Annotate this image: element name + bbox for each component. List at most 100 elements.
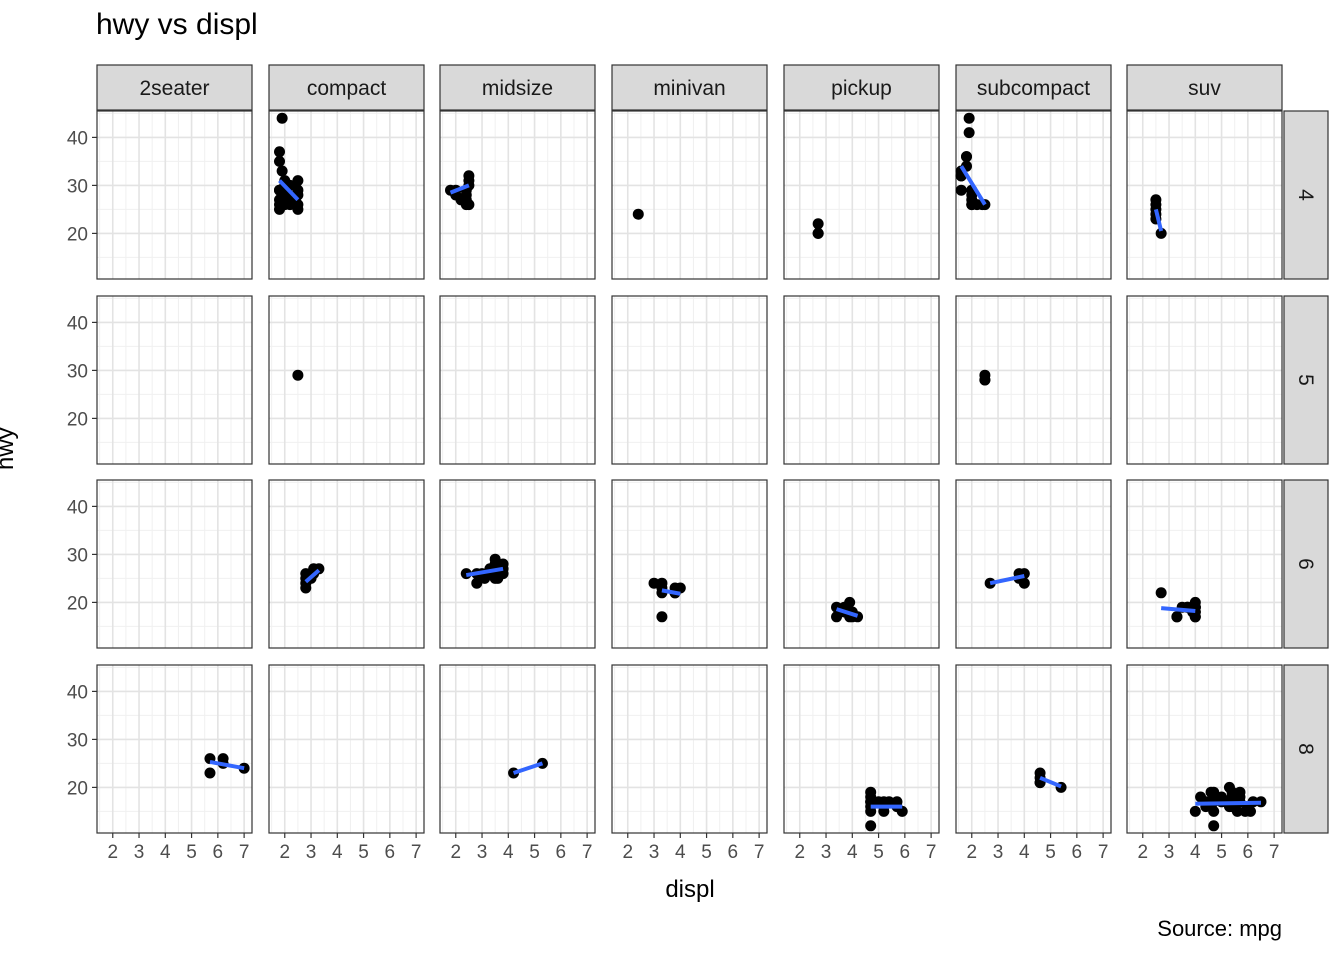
panel-border (96, 664, 253, 834)
x-tick-label: 2 (279, 842, 290, 863)
facet-strip-label: suv (1188, 77, 1221, 100)
data-point (812, 227, 824, 239)
panel-border (96, 110, 253, 280)
panel-background (97, 111, 252, 279)
data-point (1234, 786, 1246, 798)
x-tick-label: 7 (582, 842, 593, 863)
row-strip-5 (1283, 295, 1329, 465)
x-tick-label: 3 (993, 842, 1004, 863)
row-strip-label: 5 (1294, 374, 1317, 386)
smooth-fit-line (304, 568, 321, 584)
panel-background (784, 111, 939, 279)
panel-border (1126, 295, 1283, 465)
data-point (1226, 786, 1238, 798)
y-tick-label: 20 (67, 778, 88, 799)
facet-strip-suv (1126, 64, 1283, 111)
panel-border (611, 479, 768, 649)
smooth-fit-line (989, 574, 1025, 586)
chart-title: hwy vs displ (96, 8, 258, 41)
data-point (955, 184, 967, 196)
data-point (1208, 805, 1220, 817)
smooth-fit-line (512, 761, 544, 775)
panel-border (955, 295, 1112, 465)
x-tick-label: 5 (701, 842, 712, 863)
chart-caption: Source: mpg (1157, 916, 1282, 941)
data-point (873, 796, 885, 808)
panel-border (783, 110, 940, 280)
panel-background (956, 480, 1111, 648)
x-tick-label: 2 (966, 842, 977, 863)
data-point (1205, 786, 1217, 798)
data-point (463, 170, 475, 182)
x-tick-label: 4 (675, 842, 686, 863)
smooth-fit-line (1153, 208, 1164, 232)
row-strip-8 (1283, 664, 1329, 834)
panel-border (1126, 479, 1283, 649)
panel-background (956, 296, 1111, 464)
panel-background (784, 480, 939, 648)
x-tick-label: 5 (1045, 842, 1056, 863)
x-tick-label: 3 (134, 842, 145, 863)
data-point (274, 146, 286, 158)
panel-border (611, 295, 768, 465)
facet-strip-label: subcompact (977, 77, 1090, 100)
smooth-fit-line (465, 566, 504, 578)
panel-background (612, 665, 767, 833)
smooth-fit-line (1160, 606, 1196, 614)
y-tick-label: 30 (67, 730, 88, 751)
x-tick-label: 6 (1072, 842, 1083, 863)
panel-border (439, 479, 596, 649)
panel-background (97, 480, 252, 648)
facet-strip-subcompact (955, 64, 1112, 111)
panel-border (783, 295, 940, 465)
panel-border (783, 664, 940, 834)
smooth-fit-line (209, 759, 245, 771)
x-tick-label: 4 (1190, 842, 1201, 863)
data-point (1155, 227, 1167, 239)
x-tick-label: 3 (1164, 842, 1175, 863)
facet-strip-pickup (783, 64, 940, 111)
panel-background (269, 480, 424, 648)
panel-border (611, 664, 768, 834)
panel-border (96, 295, 253, 465)
data-point (1171, 611, 1183, 623)
data-point (471, 577, 483, 589)
data-point (292, 369, 304, 381)
x-tick-label: 4 (1019, 842, 1030, 863)
panel-border (439, 110, 596, 280)
x-tick-label: 7 (1098, 842, 1109, 863)
x-tick-label: 6 (556, 842, 567, 863)
panel-background (784, 665, 939, 833)
facet-strip-compact (268, 64, 425, 111)
x-tick-label: 6 (900, 842, 911, 863)
data-point (831, 611, 843, 623)
smooth-fit-line (1195, 800, 1262, 806)
data-point (961, 151, 973, 163)
panel-background (1127, 296, 1282, 464)
panel-border (268, 110, 425, 280)
panel-border (268, 664, 425, 834)
smooth-fit-line (1039, 775, 1062, 789)
panel-background (97, 296, 252, 464)
panel-background (1127, 111, 1282, 279)
y-tick-label: 40 (67, 313, 88, 334)
panel-background (269, 296, 424, 464)
y-tick-label: 30 (67, 361, 88, 382)
data-point (463, 199, 475, 211)
data-point (274, 155, 286, 167)
row-strip-label: 8 (1294, 743, 1317, 755)
panel-background (440, 296, 595, 464)
y-tick-label: 40 (67, 682, 88, 703)
x-tick-label: 7 (411, 842, 422, 863)
x-tick-label: 7 (239, 842, 250, 863)
x-tick-label: 3 (477, 842, 488, 863)
data-point (279, 189, 291, 201)
panel-background (269, 665, 424, 833)
panel-background (440, 480, 595, 648)
panel-border (439, 664, 596, 834)
x-tick-label: 3 (306, 842, 317, 863)
x-tick-label: 6 (213, 842, 224, 863)
x-tick-label: 4 (503, 842, 514, 863)
panel-border (96, 479, 253, 649)
x-tick-label: 5 (529, 842, 540, 863)
